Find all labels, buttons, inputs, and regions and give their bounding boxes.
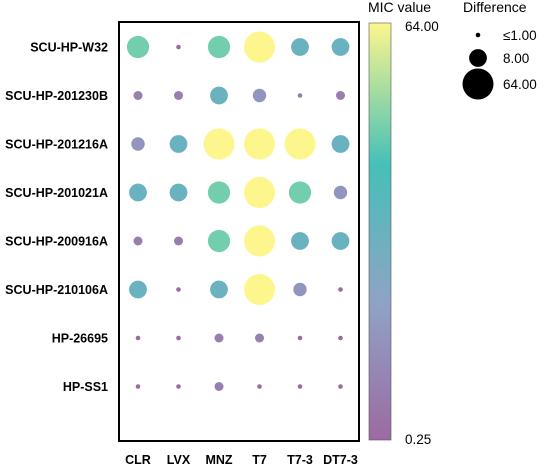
colorbar (368, 22, 392, 441)
column-label-mnz: MNZ (205, 453, 232, 467)
bubble-layer (126, 31, 350, 391)
column-label-lvx: LVX (167, 453, 191, 467)
bubble-scu-hp-w32-dt7-3 (331, 38, 350, 56)
row-label-scu-hp-201216a: SCU-HP-201216A (5, 138, 108, 152)
bubble-scu-hp-201216a-clr (131, 137, 145, 151)
size-legend-marker-0 (475, 32, 481, 38)
bubble-scu-hp-201021a-t7-3 (288, 181, 312, 204)
bubble-scu-hp-201230b-dt7-3 (336, 91, 345, 100)
bubble-scu-hp-200916a-lvx (174, 236, 183, 246)
bubble-scu-hp-200916a-dt7-3 (331, 232, 350, 250)
bubble-scu-hp-201230b-t7-3 (297, 93, 303, 98)
column-label-dt7-3: DT7-3 (323, 453, 358, 467)
row-label-hp-26695: HP-26695 (52, 332, 108, 346)
bubble-scu-hp-200916a-t7 (244, 225, 275, 257)
colorbar-max-label: 64.00 (405, 19, 439, 34)
size-legend: ≤1.00 8.00 64.00 (462, 28, 537, 100)
row-label-scu-hp-210106a: SCU-HP-210106A (5, 283, 108, 297)
bubble-hp-ss1-lvx (176, 384, 181, 389)
bubble-scu-hp-210106a-t7-3 (293, 282, 307, 297)
bubble-scu-hp-201230b-lvx (174, 91, 183, 100)
bubble-scu-hp-201230b-clr (133, 91, 143, 100)
bubble-scu-hp-210106a-lvx (176, 287, 181, 292)
bubble-scu-hp-201216a-dt7-3 (331, 135, 350, 153)
colorbar-title: MIC value (368, 0, 431, 15)
bubble-scu-hp-201021a-clr (129, 183, 147, 202)
bubble-scu-hp-210106a-mnz (210, 280, 228, 299)
bubble-scu-hp-200916a-t7-3 (291, 232, 309, 250)
bubble-scu-hp-w32-t7 (244, 31, 275, 63)
bubble-scu-hp-w32-lvx (176, 44, 181, 50)
bubble-scu-hp-201216a-t7-3 (284, 128, 316, 160)
bubble-scu-hp-210106a-t7 (244, 274, 275, 305)
column-label-t7-3: T7-3 (287, 453, 313, 467)
row-label-scu-hp-w32: SCU-HP-W32 (30, 41, 108, 55)
bubble-hp-ss1-mnz (214, 382, 224, 391)
bubble-hp-ss1-dt7-3 (338, 384, 343, 389)
size-legend-title: Difference (463, 0, 527, 15)
bubble-scu-hp-201021a-dt7-3 (333, 185, 348, 200)
bubble-hp-26695-t7 (255, 333, 264, 343)
plot-frame (118, 21, 360, 442)
column-label-t7: T7 (252, 453, 267, 467)
bubble-hp-26695-clr (135, 335, 141, 341)
bubble-scu-hp-201021a-mnz (207, 181, 231, 204)
size-legend-label-2: 64.00 (503, 77, 537, 92)
bubble-hp-26695-dt7-3 (338, 335, 343, 341)
bubble-scu-hp-w32-mnz (207, 35, 231, 59)
size-legend-marker-2 (462, 68, 494, 100)
bubble-hp-26695-mnz (214, 333, 224, 343)
bubble-scu-hp-201216a-t7 (244, 128, 275, 160)
bubble-scu-hp-w32-t7-3 (291, 38, 309, 56)
bubble-hp-ss1-t7-3 (297, 384, 303, 389)
row-label-scu-hp-201230b: SCU-HP-201230B (5, 89, 108, 103)
bubble-scu-hp-201021a-lvx (169, 183, 188, 202)
column-labels: CLR LVX MNZ T7 T7-3 DT7-3 (125, 453, 358, 467)
bubble-hp-26695-t7-3 (297, 335, 303, 341)
row-label-scu-hp-201021a: SCU-HP-201021A (5, 186, 108, 200)
column-label-clr: CLR (125, 453, 151, 467)
bubble-scu-hp-201216a-lvx (169, 135, 188, 153)
bubble-hp-ss1-t7 (257, 384, 262, 389)
size-legend-marker-1 (469, 49, 487, 67)
bubble-scu-hp-201216a-mnz (203, 128, 235, 160)
size-legend-label-1: 8.00 (503, 51, 529, 66)
bubble-scu-hp-201021a-t7 (244, 177, 275, 208)
bubble-scu-hp-210106a-clr (129, 280, 147, 299)
bubble-hp-ss1-clr (135, 384, 141, 389)
size-legend-label-0: ≤1.00 (503, 28, 537, 43)
row-labels: SCU-HP-W32 SCU-HP-201230B SCU-HP-201216A SC… (5, 41, 108, 395)
bubble-scu-hp-200916a-clr (133, 236, 143, 246)
row-label-scu-hp-200916a: SCU-HP-200916A (5, 235, 108, 249)
bubble-scu-hp-201230b-t7 (252, 88, 267, 103)
row-label-hp-ss1: HP-SS1 (63, 380, 108, 394)
colorbar-min-label: 0.25 (405, 432, 431, 447)
bubble-scu-hp-200916a-mnz (207, 229, 231, 253)
bubble-hp-26695-lvx (176, 335, 181, 341)
bubble-scu-hp-210106a-dt7-3 (338, 287, 343, 292)
bubble-scu-hp-w32-clr (126, 35, 150, 59)
bubble-scu-hp-201230b-mnz (210, 86, 228, 105)
